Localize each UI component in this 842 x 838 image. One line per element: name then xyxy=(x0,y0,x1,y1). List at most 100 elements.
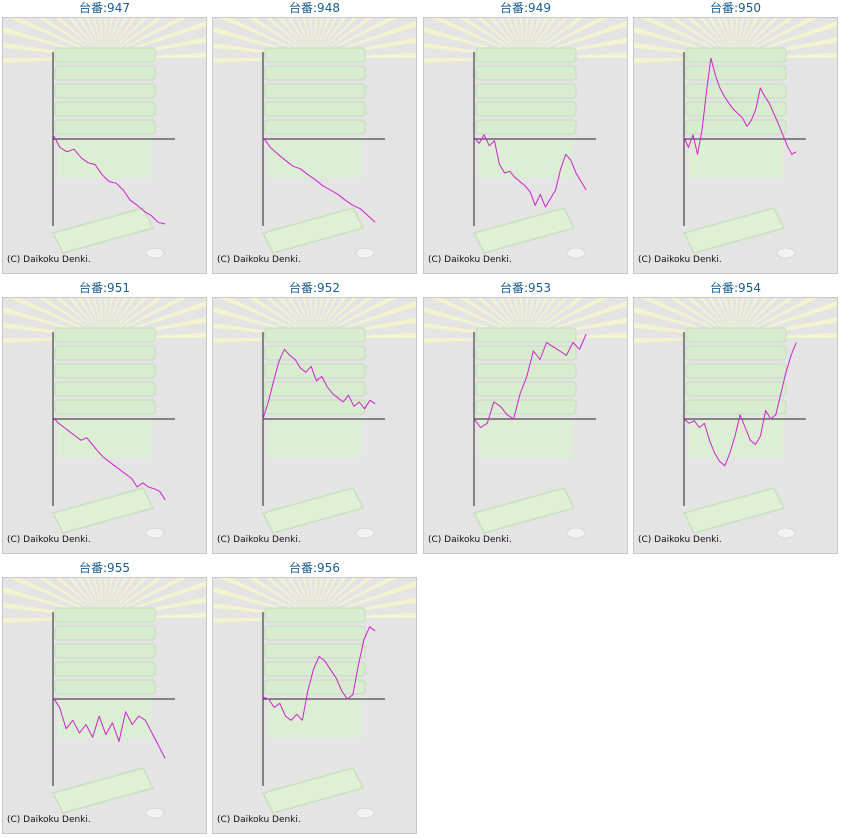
sunburst-ray xyxy=(288,298,314,338)
box-illustration xyxy=(472,207,576,254)
tray-layer xyxy=(54,47,156,63)
copyright-text: (C) Daikoku Denki. xyxy=(7,815,91,825)
chart-panel: (C) Daikoku Denki. xyxy=(2,297,207,554)
coin-illustration xyxy=(776,527,796,539)
tray-layer xyxy=(685,83,787,99)
tray-layer xyxy=(475,381,577,397)
tray-layer xyxy=(54,83,156,99)
sunburst-ray xyxy=(525,18,528,58)
sunburst-ray xyxy=(78,18,104,58)
sunburst-ray xyxy=(104,578,107,618)
coin-illustration xyxy=(566,247,586,259)
chart-tile-953: 台番:953 (C) Daikoku Denki. xyxy=(423,280,628,554)
box-illustration xyxy=(261,487,365,534)
chart-panel: (C) Daikoku Denki. xyxy=(212,17,417,274)
series-line xyxy=(52,134,166,225)
sunburst-ray xyxy=(219,298,314,338)
tray-layer xyxy=(475,327,577,343)
tray-body xyxy=(268,418,362,458)
chart-title: 台番:949 xyxy=(500,1,551,15)
series-line xyxy=(262,348,376,420)
tray-layer xyxy=(264,643,366,659)
sunburst-ray xyxy=(735,298,759,338)
sunburst-ray xyxy=(9,18,104,58)
tray-layer xyxy=(685,327,787,343)
sunburst-ray xyxy=(9,578,104,618)
sunburst-ray xyxy=(288,578,314,618)
tray-layer xyxy=(475,399,577,415)
chart-tile-949: 台番:949 (C) Daikoku Denki. xyxy=(423,0,628,274)
copyright-text: (C) Daikoku Denki. xyxy=(638,255,722,265)
sunburst-ray xyxy=(430,18,525,58)
line-chart xyxy=(52,332,175,506)
chart-tile-947: 台番:947 (C) Daikoku Denki. xyxy=(2,0,207,274)
copyright-text: (C) Daikoku Denki. xyxy=(7,535,91,545)
tray-layer xyxy=(475,101,577,117)
box-illustration xyxy=(51,487,155,534)
sunburst-ray xyxy=(219,18,314,58)
sunburst-ray xyxy=(288,18,314,58)
copyright-text: (C) Daikoku Denki. xyxy=(217,815,301,825)
chart-panel: (C) Daikoku Denki. xyxy=(2,577,207,834)
sunburst-ray xyxy=(499,298,525,338)
series-line xyxy=(683,57,797,155)
sunburst-ray xyxy=(56,298,104,338)
chart-panel: (C) Daikoku Denki. xyxy=(633,17,838,274)
sunburst-ray xyxy=(669,298,735,338)
copyright-text: (C) Daikoku Denki. xyxy=(428,535,512,545)
background-illustration xyxy=(634,298,837,539)
background-illustration xyxy=(634,18,837,259)
tray-layer xyxy=(475,119,577,135)
tray-layer xyxy=(264,679,366,695)
tray-layer xyxy=(685,399,787,415)
tray-layer xyxy=(54,101,156,117)
tray-layer xyxy=(54,679,156,695)
coin-illustration xyxy=(145,807,165,819)
line-chart xyxy=(52,52,175,226)
sunburst-ray xyxy=(314,578,338,618)
sunburst-ray xyxy=(104,18,128,58)
tray-layer xyxy=(685,381,787,397)
chart-panel: (C) Daikoku Denki. xyxy=(2,17,207,274)
line-chart xyxy=(683,332,806,506)
sunburst-ray xyxy=(266,298,314,338)
chart-panel: (C) Daikoku Denki. xyxy=(423,17,628,274)
chart-tile-955: 台番:955 (C) Daikoku Denki. xyxy=(2,560,207,834)
background-illustration xyxy=(3,578,206,819)
copyright-text: (C) Daikoku Denki. xyxy=(217,255,301,265)
box-illustration xyxy=(472,487,576,534)
tray-layer xyxy=(264,345,366,361)
sunburst-ray xyxy=(525,298,528,338)
tray-layer xyxy=(264,47,366,63)
sunburst-ray xyxy=(38,298,104,338)
sunburst-ray xyxy=(56,578,104,618)
chart-title: 台番:947 xyxy=(79,1,130,15)
sunburst-ray xyxy=(525,18,549,58)
tray-layer xyxy=(54,607,156,623)
chart-panel: (C) Daikoku Denki. xyxy=(212,297,417,554)
background-illustration xyxy=(213,578,416,819)
tray-layer xyxy=(54,327,156,343)
sunburst-ray xyxy=(56,18,104,58)
sunburst-ray xyxy=(735,18,759,58)
chart-title: 台番:951 xyxy=(79,281,130,295)
chart-panel: (C) Daikoku Denki. xyxy=(212,577,417,834)
sunburst-ray xyxy=(266,578,314,618)
series-line xyxy=(262,137,376,223)
tray-layer xyxy=(264,65,366,81)
sunburst-ray xyxy=(78,298,104,338)
background-illustration xyxy=(213,298,416,539)
copyright-text: (C) Daikoku Denki. xyxy=(7,255,91,265)
coin-illustration xyxy=(566,527,586,539)
line-chart xyxy=(473,52,596,226)
sunburst-ray xyxy=(213,58,314,64)
tray-body xyxy=(268,698,362,738)
sunburst-ray xyxy=(314,298,338,338)
chart-title: 台番:952 xyxy=(289,281,340,295)
line-chart xyxy=(262,332,385,506)
sunburst-ray xyxy=(314,298,317,338)
tray-layer xyxy=(264,101,366,117)
tray-layer xyxy=(475,83,577,99)
tray-layer xyxy=(54,625,156,641)
chart-title: 台番:954 xyxy=(710,281,761,295)
